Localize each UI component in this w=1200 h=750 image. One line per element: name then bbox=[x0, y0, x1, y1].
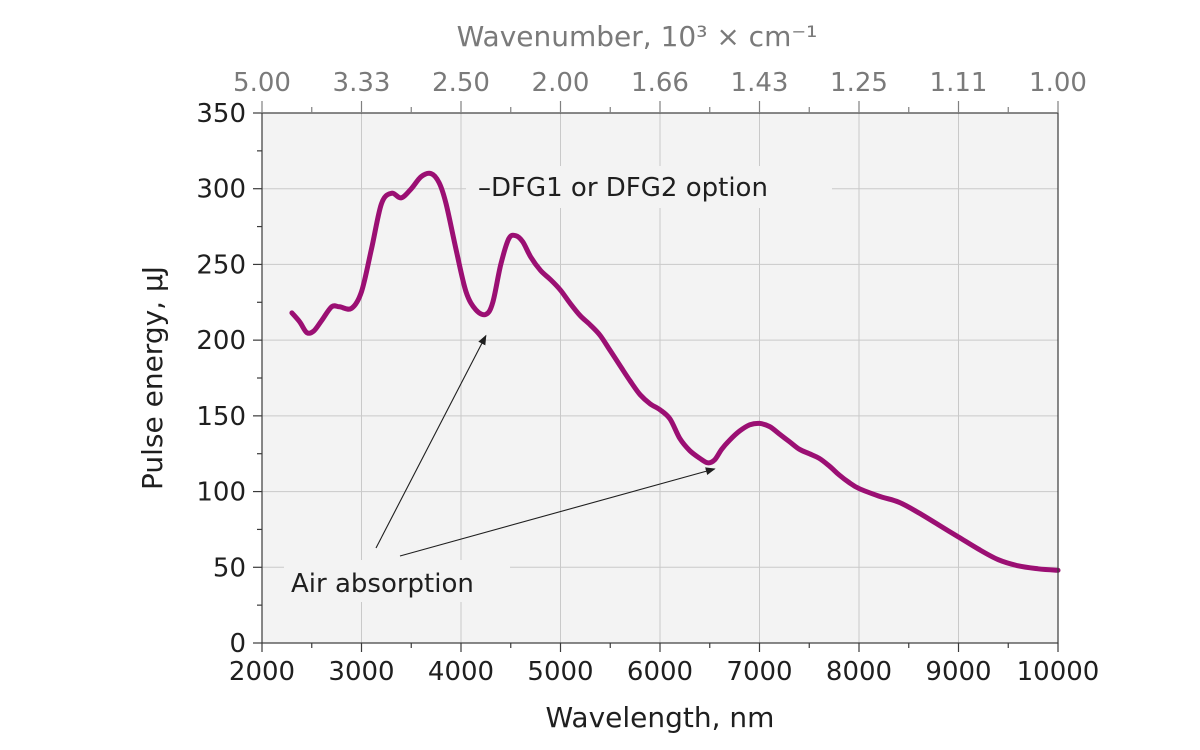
legend-box bbox=[466, 166, 832, 208]
top-tick-label: 5.00 bbox=[233, 68, 291, 98]
series-line bbox=[289, 170, 1061, 573]
x-tick-label: 3000 bbox=[328, 657, 394, 687]
y-tick-label: 200 bbox=[196, 326, 246, 356]
x-tick-label: 5000 bbox=[527, 657, 593, 687]
top-tick-label: 1.66 bbox=[631, 68, 689, 98]
top-tick-label: 2.50 bbox=[432, 68, 490, 98]
annotation: Air absorption bbox=[284, 334, 716, 602]
x-tick-label: 10000 bbox=[1017, 657, 1100, 687]
x-tick-label: 8000 bbox=[826, 657, 892, 687]
top-tick-label: 1.43 bbox=[731, 68, 789, 98]
top-tick-label: 1.00 bbox=[1029, 68, 1087, 98]
annotation-arrow bbox=[375, 334, 487, 549]
y-tick-label: 50 bbox=[213, 553, 246, 583]
y-tick-label: 350 bbox=[196, 99, 246, 129]
top-tick-label: 2.00 bbox=[532, 68, 590, 98]
y-axis-label: Pulse energy, µJ bbox=[136, 266, 169, 490]
x-tick-label: 2000 bbox=[229, 657, 295, 687]
axes: 2000 3000 4000 5000 6000 7000 8000 9000 10000 0 50… bbox=[196, 68, 1099, 687]
y-tick-label: 300 bbox=[196, 175, 246, 205]
annotation-box bbox=[284, 560, 510, 602]
series-layer bbox=[289, 170, 1061, 573]
top-tick-label: 1.25 bbox=[830, 68, 888, 98]
x-tick-label: 7000 bbox=[726, 657, 792, 687]
annotation-text: Air absorption bbox=[291, 569, 474, 599]
top-tick-label: 3.33 bbox=[333, 68, 391, 98]
top-axis-label: Wavenumber, 10³ × cm⁻¹ bbox=[457, 20, 818, 53]
top-tick-label: 1.11 bbox=[930, 68, 988, 98]
x-tick-label: 4000 bbox=[428, 657, 494, 687]
x-tick-label: 6000 bbox=[627, 657, 693, 687]
annotation-arrow bbox=[399, 467, 716, 557]
x-axis-label: Wavelength, nm bbox=[546, 701, 775, 734]
y-tick-label: 0 bbox=[229, 629, 246, 659]
legend-entry: –DFG1 or DFG2 option bbox=[478, 173, 768, 203]
x-tick-label: 9000 bbox=[925, 657, 991, 687]
y-tick-label: 100 bbox=[196, 478, 246, 508]
y-tick-label: 150 bbox=[196, 402, 246, 432]
y-tick-label: 250 bbox=[196, 250, 246, 280]
